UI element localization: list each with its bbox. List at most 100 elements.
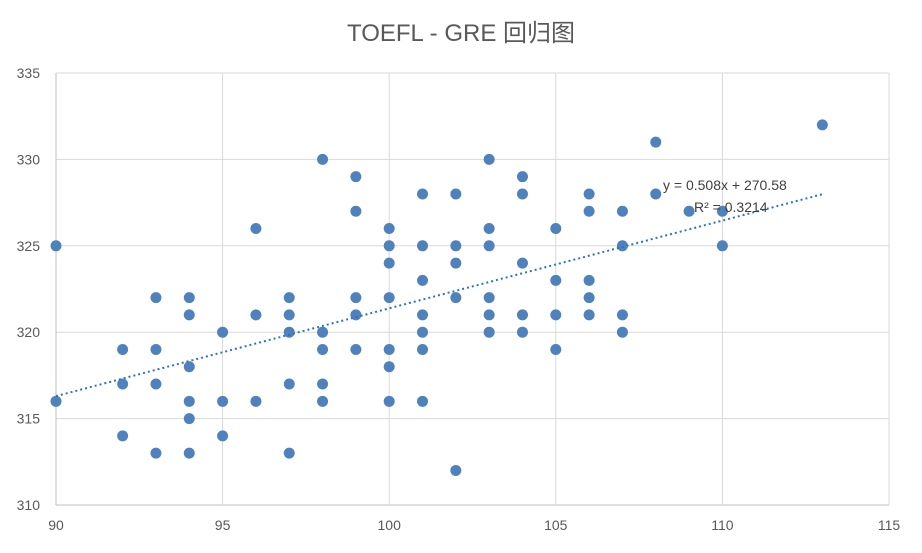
data-point [383, 292, 395, 304]
data-point [217, 430, 229, 442]
y-tick-label: 325 [17, 238, 41, 254]
data-point [183, 395, 195, 407]
data-point [350, 292, 362, 304]
data-point [483, 309, 495, 321]
data-point [117, 343, 129, 355]
data-point [816, 119, 828, 131]
data-point [50, 240, 62, 252]
data-point [383, 343, 395, 355]
data-point [250, 223, 262, 235]
data-point [350, 171, 362, 183]
data-point [450, 257, 462, 269]
trendline [55, 193, 823, 398]
y-tick-label: 320 [17, 324, 41, 340]
data-point [483, 240, 495, 252]
data-point [383, 223, 395, 235]
data-point [217, 395, 229, 407]
data-points [50, 119, 828, 476]
data-point [183, 309, 195, 321]
data-point [283, 292, 295, 304]
data-point [283, 309, 295, 321]
y-tick-label: 310 [17, 497, 41, 513]
x-tick-label: 115 [878, 517, 901, 533]
x-tick-label: 90 [48, 517, 64, 533]
data-point [516, 309, 528, 321]
data-point [616, 240, 628, 252]
y-tick-label: 315 [17, 411, 41, 427]
data-point [150, 292, 162, 304]
data-point [683, 205, 695, 217]
data-point [317, 395, 329, 407]
data-point [383, 395, 395, 407]
data-point [417, 343, 429, 355]
data-point [716, 240, 728, 252]
data-point [350, 205, 362, 217]
data-point [583, 205, 595, 217]
data-point [616, 309, 628, 321]
x-tick-label: 105 [544, 517, 568, 533]
data-point [450, 292, 462, 304]
data-point [250, 395, 262, 407]
data-point [317, 343, 329, 355]
data-point [250, 309, 262, 321]
y-tick-label: 330 [17, 151, 41, 167]
data-point [183, 292, 195, 304]
data-point [350, 343, 362, 355]
data-point [583, 188, 595, 200]
data-point [450, 240, 462, 252]
data-point [417, 188, 429, 200]
data-point [117, 430, 129, 442]
data-point [583, 274, 595, 286]
data-point [483, 223, 495, 235]
data-point [50, 395, 62, 407]
data-point [516, 171, 528, 183]
data-point [616, 205, 628, 217]
data-point [583, 309, 595, 321]
data-point [417, 326, 429, 338]
chart-title: TOEFL - GRE 回归图 [347, 20, 575, 47]
data-point [317, 378, 329, 390]
data-point [550, 223, 562, 235]
data-point [550, 309, 562, 321]
data-point [716, 205, 728, 217]
data-point [317, 326, 329, 338]
data-point [150, 343, 162, 355]
x-tick-labels: 90 95 100 105 110 115 [48, 517, 900, 533]
data-point [283, 378, 295, 390]
gridlines [55, 72, 890, 506]
trendline-group [55, 193, 823, 398]
data-point [183, 447, 195, 459]
data-point [117, 378, 129, 390]
data-point [417, 309, 429, 321]
data-point [183, 361, 195, 373]
data-point [616, 326, 628, 338]
data-point [450, 464, 462, 476]
data-point [550, 274, 562, 286]
trendline-equation: y = 0.508x + 270.58 [663, 177, 787, 193]
data-point [483, 292, 495, 304]
data-point [516, 188, 528, 200]
data-point [383, 361, 395, 373]
x-tick-label: 110 [711, 517, 734, 533]
data-point [516, 326, 528, 338]
data-point [417, 274, 429, 286]
data-point [650, 188, 662, 200]
data-point [417, 395, 429, 407]
data-point [317, 153, 329, 165]
data-point [283, 447, 295, 459]
data-point [550, 343, 562, 355]
data-point [283, 326, 295, 338]
y-tick-label: 335 [17, 65, 41, 81]
data-point [350, 309, 362, 321]
data-point [183, 413, 195, 425]
data-point [150, 447, 162, 459]
y-tick-labels: 310 315 320 325 330 335 [17, 65, 41, 513]
data-point [583, 292, 595, 304]
data-point [217, 326, 229, 338]
x-tick-label: 95 [215, 517, 231, 533]
data-point [383, 257, 395, 269]
data-point [383, 240, 395, 252]
trendline-r2: R² = 0.3214 [694, 199, 768, 215]
